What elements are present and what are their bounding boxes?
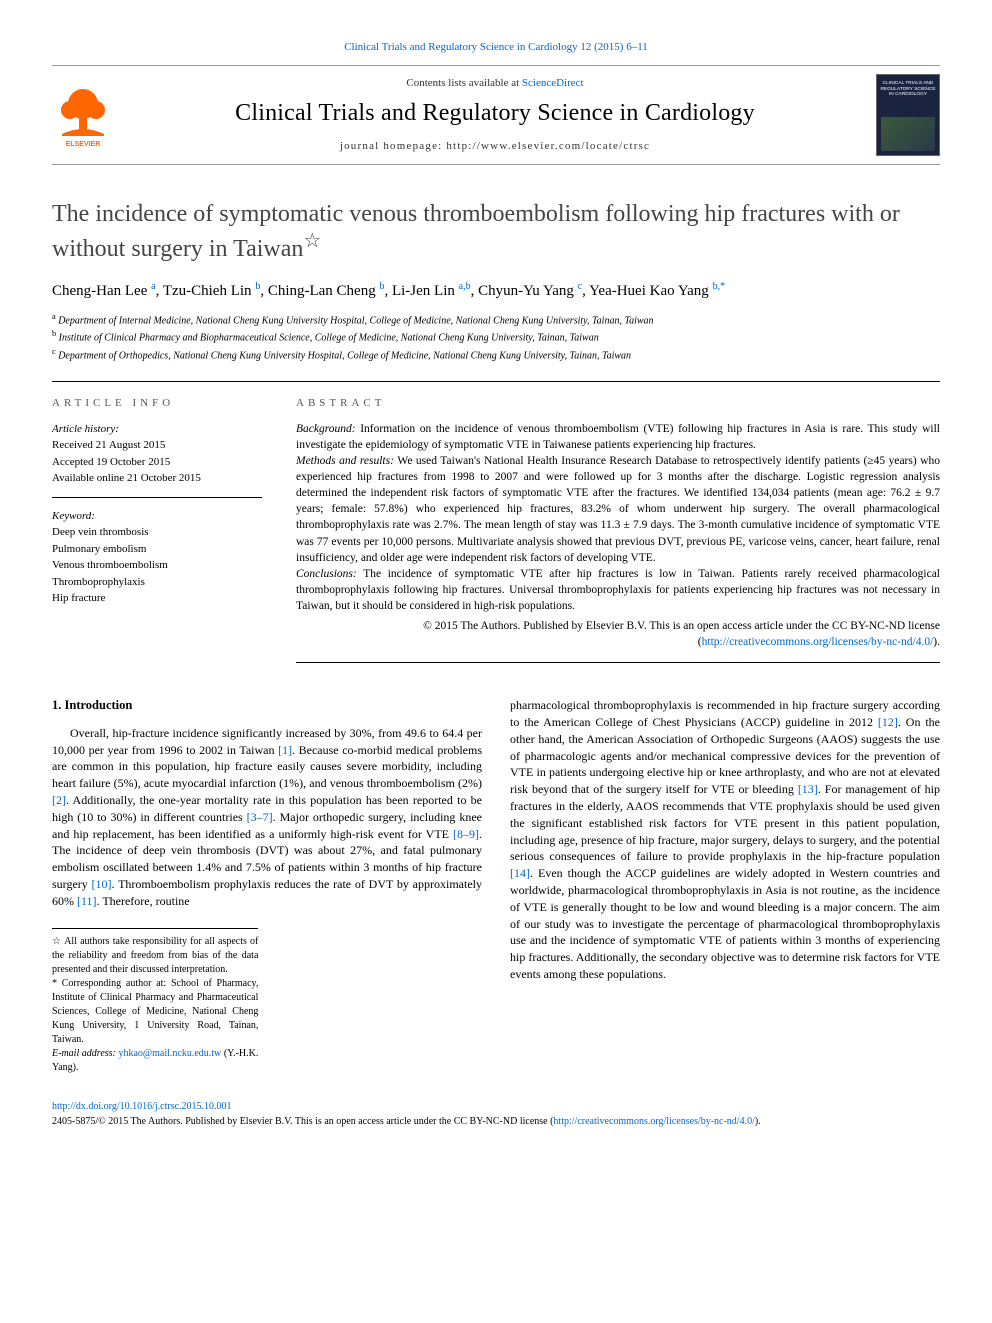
doi-link[interactable]: http://dx.doi.org/10.1016/j.ctrsc.2015.1… bbox=[52, 1101, 232, 1112]
keyword-label: Keyword: bbox=[52, 510, 95, 522]
conclusions-label: Conclusions: bbox=[296, 568, 363, 580]
email-link[interactable]: yhkao@mail.ncku.edu.tw bbox=[118, 1048, 221, 1059]
introduction-heading: 1. Introduction bbox=[52, 697, 482, 715]
elsevier-logo: ELSEVIER bbox=[52, 80, 114, 150]
journal-name: Clinical Trials and Regulatory Science i… bbox=[128, 97, 862, 129]
background-text: Information on the incidence of venous t… bbox=[296, 423, 940, 451]
author: , Chyun-Yu Yang bbox=[471, 283, 578, 299]
masthead-center: Contents lists available at ScienceDirec… bbox=[128, 76, 862, 154]
license-suffix: ). bbox=[933, 636, 940, 648]
citation-link[interactable]: [13] bbox=[798, 782, 818, 796]
affiliations: a Department of Internal Medicine, Natio… bbox=[52, 311, 940, 363]
affiliation-line: c Department of Orthopedics, National Ch… bbox=[52, 346, 940, 363]
author: Cheng-Han Lee bbox=[52, 283, 151, 299]
journal-cover-thumbnail: CLINICAL TRIALS AND REGULATORY SCIENCE I… bbox=[876, 74, 940, 156]
author: , Li-Jen Lin bbox=[384, 283, 458, 299]
author: , Ching-Lan Cheng bbox=[260, 283, 379, 299]
article-info-column: article info Article history: Received 2… bbox=[52, 396, 262, 663]
footnote-responsibility: ☆ All authors take responsibility for al… bbox=[52, 935, 258, 977]
citation-link[interactable]: [10] bbox=[92, 877, 112, 891]
citation-link[interactable]: [8–9] bbox=[453, 827, 479, 841]
keyword: Pulmonary embolism bbox=[52, 543, 146, 555]
homepage-link: journal homepage: http://www.elsevier.co… bbox=[128, 139, 862, 154]
affiliation-line: b Institute of Clinical Pharmacy and Bio… bbox=[52, 328, 940, 345]
article-history-block: Article history: Received 21 August 2015… bbox=[52, 421, 262, 498]
masthead: ELSEVIER Contents lists available at Sci… bbox=[52, 65, 940, 165]
article-title: The incidence of symptomatic venous thro… bbox=[52, 199, 940, 264]
footnote-email: E-mail address: yhkao@mail.ncku.edu.tw (… bbox=[52, 1047, 258, 1075]
accepted-date: Accepted 19 October 2015 bbox=[52, 456, 170, 468]
conclusions-text: The incidence of symptomatic VTE after h… bbox=[296, 568, 940, 612]
sciencedirect-link[interactable]: ScienceDirect bbox=[522, 77, 584, 89]
author: , Tzu-Chieh Lin bbox=[156, 283, 256, 299]
citation-link[interactable]: [14] bbox=[510, 866, 530, 880]
received-date: Received 21 August 2015 bbox=[52, 439, 165, 451]
abstract-text: Background: Information on the incidence… bbox=[296, 421, 940, 650]
contents-prefix: Contents lists available at bbox=[406, 77, 521, 89]
svg-text:ELSEVIER: ELSEVIER bbox=[66, 141, 101, 148]
cover-image-placeholder bbox=[881, 117, 935, 151]
footnotes: ☆ All authors take responsibility for al… bbox=[52, 928, 258, 1075]
intro-paragraph-left: Overall, hip-fracture incidence signific… bbox=[52, 725, 482, 910]
keyword: Hip fracture bbox=[52, 592, 105, 604]
citation-link[interactable]: [11] bbox=[77, 894, 97, 908]
issn-suffix: ). bbox=[755, 1116, 761, 1127]
body-text: 1. Introduction Overall, hip-fracture in… bbox=[52, 697, 940, 1074]
citation-link[interactable]: [12] bbox=[878, 715, 898, 729]
contents-line: Contents lists available at ScienceDirec… bbox=[128, 76, 862, 91]
abstract-copyright: © 2015 The Authors. Published by Elsevie… bbox=[296, 618, 940, 650]
citation-link[interactable]: [1] bbox=[278, 743, 292, 757]
title-footnote-star: ☆ bbox=[303, 230, 321, 252]
keyword: Venous thromboembolism bbox=[52, 559, 168, 571]
running-head-link[interactable]: Clinical Trials and Regulatory Science i… bbox=[344, 41, 648, 53]
article-info-heading: article info bbox=[52, 396, 262, 411]
footnote-corresponding: * Corresponding author at: School of Pha… bbox=[52, 977, 258, 1047]
article-title-text: The incidence of symptomatic venous thro… bbox=[52, 201, 900, 262]
author-affiliation-link[interactable]: a,b bbox=[459, 281, 471, 292]
abstract-heading: abstract bbox=[296, 396, 940, 411]
page-footer: http://dx.doi.org/10.1016/j.ctrsc.2015.1… bbox=[52, 1099, 940, 1129]
corresponding-author-star[interactable]: * bbox=[720, 281, 725, 292]
methods-text: We used Taiwan's National Health Insuran… bbox=[296, 455, 940, 564]
affiliation-line: a Department of Internal Medicine, Natio… bbox=[52, 311, 940, 328]
online-date: Available online 21 October 2015 bbox=[52, 472, 201, 484]
citation-link[interactable]: [3–7] bbox=[247, 810, 273, 824]
authors-line: Cheng-Han Lee a, Tzu-Chieh Lin b, Ching-… bbox=[52, 280, 940, 301]
intro-paragraph-right: pharmacological thromboprophylaxis is re… bbox=[510, 697, 940, 983]
abstract-column: abstract Background: Information on the … bbox=[296, 396, 940, 663]
keyword: Thromboprophylaxis bbox=[52, 576, 145, 588]
copyright-text: © 2015 The Authors. Published by Elsevie… bbox=[423, 620, 940, 632]
keyword: Deep vein thrombosis bbox=[52, 526, 149, 538]
body-column-left: 1. Introduction Overall, hip-fracture in… bbox=[52, 697, 482, 1074]
methods-label: Methods and results: bbox=[296, 455, 397, 467]
email-label: E-mail address: bbox=[52, 1048, 118, 1059]
author: , Yea-Huei Kao Yang bbox=[582, 283, 712, 299]
background-label: Background: bbox=[296, 423, 360, 435]
body-column-right: pharmacological thromboprophylaxis is re… bbox=[510, 697, 940, 1074]
issn-prefix: 2405-5875/© 2015 The Authors. Published … bbox=[52, 1116, 553, 1127]
author-affiliation-link[interactable]: b, bbox=[713, 281, 721, 292]
running-head: Clinical Trials and Regulatory Science i… bbox=[52, 40, 940, 55]
citation-link[interactable]: [2] bbox=[52, 793, 66, 807]
license-link[interactable]: http://creativecommons.org/licenses/by-n… bbox=[702, 636, 934, 648]
footer-license-link[interactable]: http://creativecommons.org/licenses/by-n… bbox=[553, 1116, 754, 1127]
cover-title: CLINICAL TRIALS AND REGULATORY SCIENCE I… bbox=[877, 75, 939, 104]
article-history-label: Article history: bbox=[52, 423, 119, 435]
keywords-block: Keyword: Deep vein thrombosis Pulmonary e… bbox=[52, 508, 262, 607]
